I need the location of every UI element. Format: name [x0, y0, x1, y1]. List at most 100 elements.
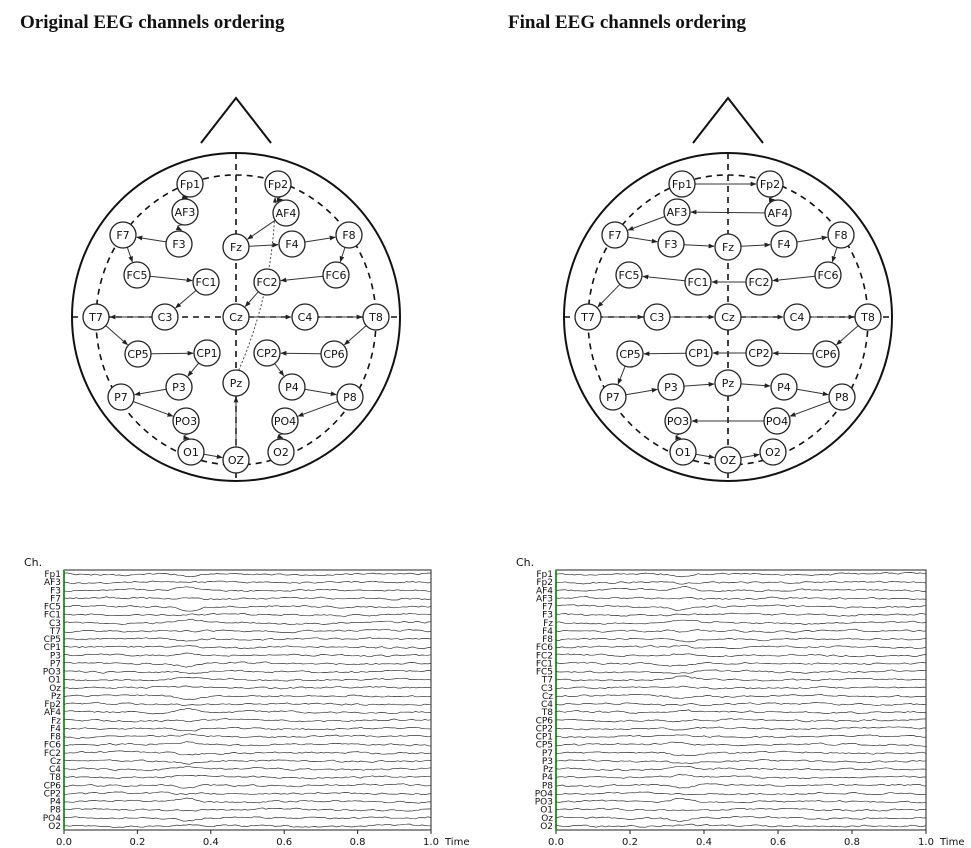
trace-t7	[63, 628, 432, 634]
trace-pz	[555, 766, 927, 772]
electrode-label: P3	[172, 381, 186, 394]
electrode-label: FC1	[195, 276, 216, 289]
trace-p7	[63, 661, 432, 668]
trace-fp2	[63, 701, 432, 706]
arrow-p3-to-p7	[134, 388, 167, 397]
channel-label-t7: T7	[541, 676, 553, 686]
trace-o2	[63, 823, 431, 829]
electrode-label: FC5	[618, 269, 639, 282]
trace-cp1	[63, 645, 432, 649]
y-axis-label: Ch.	[516, 556, 534, 569]
electrode-label: Pz	[722, 377, 735, 390]
plot-frame	[63, 569, 432, 831]
channel-label-fc5: FC5	[536, 668, 553, 678]
arrow-po4-to-o2	[276, 433, 284, 439]
channel-label-cp2: CP2	[44, 789, 61, 799]
trace-c4	[555, 702, 927, 707]
trace-t8	[63, 774, 432, 780]
electrode-o2: O2	[759, 438, 787, 466]
trace-po3	[63, 669, 432, 674]
trace-oz	[555, 815, 927, 823]
arrow-cp6-to-cp2	[280, 350, 322, 356]
electrode-label: Pz	[230, 377, 243, 390]
trace-fc6	[556, 644, 927, 649]
x-tick-label: 0.6	[276, 837, 292, 848]
electrode-cp1: CP1	[685, 339, 713, 367]
electrode-label: F4	[777, 238, 790, 251]
trace-fc2	[63, 750, 432, 756]
trace-f4	[555, 628, 927, 633]
electrode-t8: T8	[854, 303, 882, 331]
electrode-p8: P8	[336, 383, 364, 411]
channel-label-p7: P7	[50, 659, 61, 669]
electrode-f3: F3	[165, 230, 193, 258]
trace-f7	[555, 604, 927, 611]
electrode-t7: T7	[82, 303, 110, 331]
trace-af4	[64, 707, 432, 715]
electrode-p3: P3	[165, 373, 193, 401]
trace-f7	[63, 596, 432, 601]
trace-f3	[63, 586, 432, 593]
trace-fc2	[555, 653, 927, 658]
electrode-po4: PO4	[763, 407, 791, 435]
electrode-p7: P7	[107, 383, 135, 411]
channel-label-p3: P3	[50, 651, 61, 661]
electrode-label: Fp2	[760, 178, 780, 191]
trace-fz	[63, 718, 432, 723]
electrode-fp2: Fp2	[264, 170, 292, 198]
channel-label-o1: O1	[540, 806, 553, 816]
electrode-label: C4	[790, 311, 805, 324]
x-tick-label: 0.0	[548, 837, 564, 848]
electrode-cp1: CP1	[193, 339, 221, 367]
x-tick-label: 0.6	[770, 837, 786, 848]
electrode-label: F4	[285, 238, 298, 251]
electrode-label: P7	[114, 391, 128, 404]
electrode-p8: P8	[828, 383, 856, 411]
electrode-label: F3	[664, 238, 677, 251]
arrow-t8-to-cp6	[344, 325, 367, 346]
trace-cp6	[556, 718, 927, 723]
channel-label-fc2: FC2	[44, 749, 61, 759]
trace-fc6	[63, 741, 432, 747]
electrode-af4: AF4	[764, 199, 792, 227]
channel-label-af3: AF3	[536, 594, 553, 604]
trace-p3	[63, 652, 432, 658]
channel-label-cp6: CP6	[536, 716, 554, 726]
electrode-fc5: FC5	[615, 261, 643, 289]
channel-label-p4: P4	[542, 773, 553, 783]
channel-label-f8: F8	[542, 635, 553, 645]
electrode-label: CP1	[196, 347, 217, 360]
trace-pz	[63, 694, 432, 700]
arrow-fz-to-f4	[248, 242, 279, 248]
electrode-label: Cz	[721, 311, 735, 324]
electrode-p3: P3	[657, 373, 685, 401]
channel-label-af4: AF4	[44, 708, 61, 718]
trace-p4	[63, 797, 432, 804]
electrode-label: T8	[368, 311, 383, 324]
channel-label-f3: F3	[542, 611, 553, 621]
electrode-t7: T7	[574, 303, 602, 331]
eeg-chart-final: Ch.Fp1Fp2AF4AF3F7F3FzF4F8FC6FC2FC1FC5T7C…	[516, 556, 964, 848]
arrow-p4-to-p8	[304, 388, 337, 397]
electrode-cz: Cz	[222, 303, 250, 331]
arrow-cp2-to-p4	[274, 363, 285, 377]
x-tick-label: 0.0	[56, 837, 72, 848]
arrow-p8-to-po4	[297, 401, 338, 417]
electrode-label: P4	[777, 381, 791, 394]
electrode-cp6: CP6	[812, 340, 840, 368]
nose	[200, 96, 272, 144]
electrode-po3: PO3	[172, 407, 200, 435]
trace-p3	[555, 759, 927, 764]
arrow-fc1-to-fc5	[642, 274, 686, 282]
electrode-label: Fp1	[180, 178, 200, 191]
eeg-traces	[555, 572, 927, 828]
electrode-pz: Pz	[222, 369, 250, 397]
electrode-f4: F4	[278, 230, 306, 258]
trace-t7	[555, 675, 927, 682]
title-final-ordering: Final EEG channels ordering	[508, 12, 747, 33]
arrow-af3-to-f7	[627, 216, 665, 231]
electrode-fc1: FC1	[684, 268, 712, 296]
channel-label-p7: P7	[542, 749, 553, 759]
x-tick-label: 0.2	[622, 837, 638, 848]
trace-cp5	[555, 741, 927, 747]
